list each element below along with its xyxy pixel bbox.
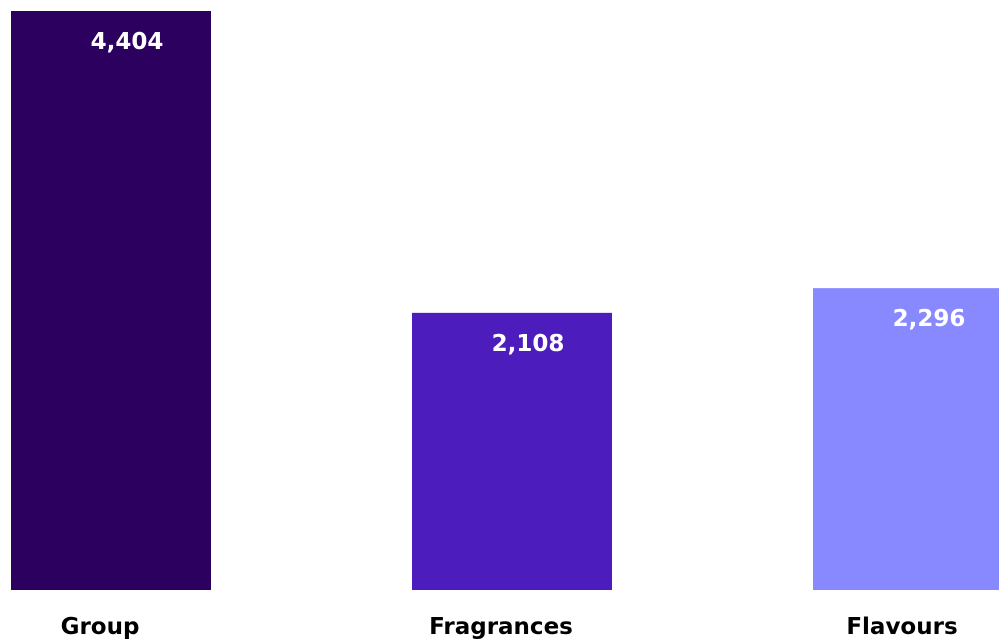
bar-value-label-fragrances: 2,108 [492, 331, 565, 357]
category-label-fragrances: Fragrances [429, 614, 573, 640]
bar-value-label-flavours: 2,296 [893, 306, 966, 332]
bar-value-label-group: 4,404 [91, 29, 164, 55]
value-labels-group: 4,404 2,108 2,296 [91, 29, 966, 357]
bars-group [11, 11, 999, 590]
category-label-group: Group [61, 614, 140, 640]
bar-flavours [813, 288, 999, 590]
category-label-flavours: Flavours [846, 614, 957, 640]
bar-fragrances [412, 312, 612, 590]
category-labels-group: Group Fragrances Flavours [61, 614, 958, 640]
bar-group [11, 11, 211, 590]
